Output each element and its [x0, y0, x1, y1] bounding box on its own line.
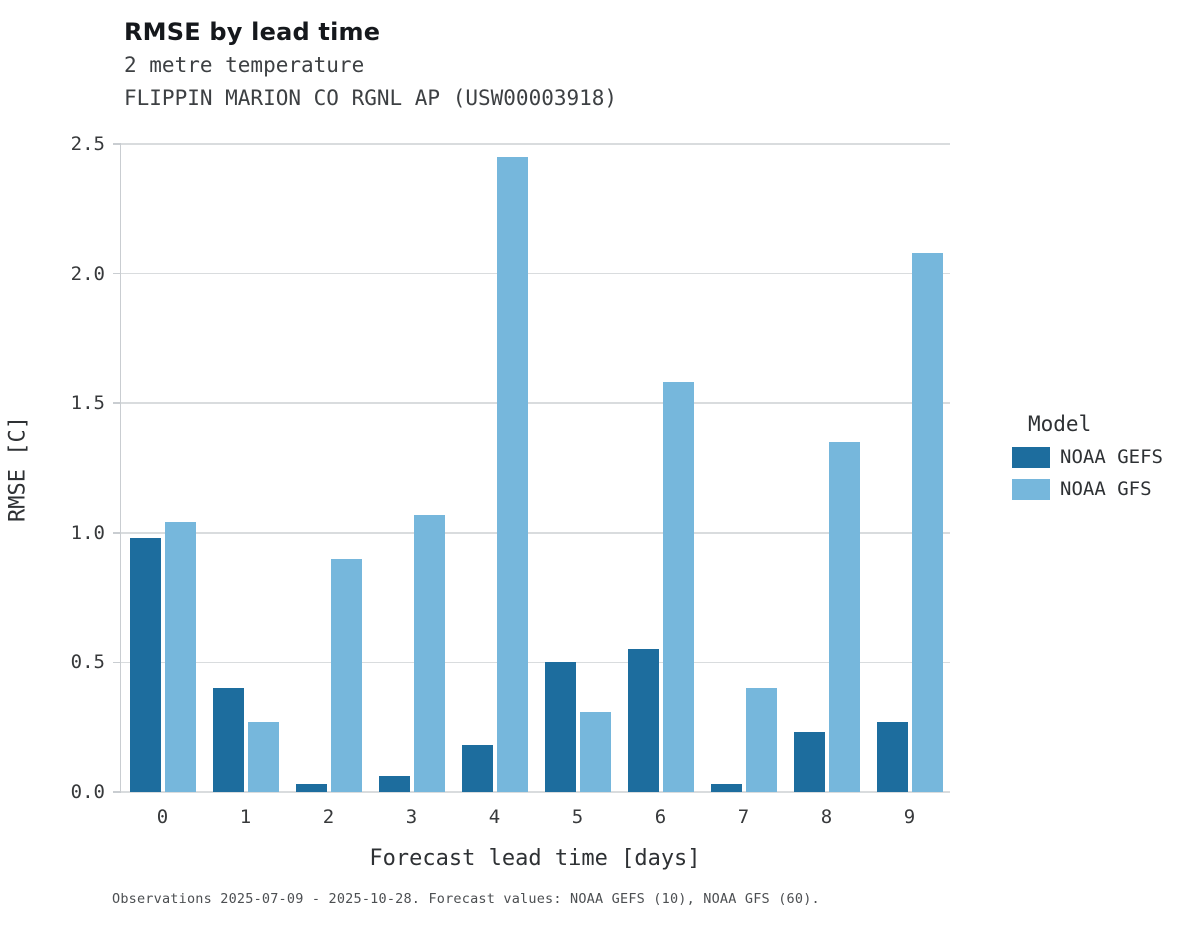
y-tick-mark: [113, 402, 121, 404]
legend-label: NOAA GFS: [1060, 478, 1152, 500]
legend: Model NOAA GEFS NOAA GFS: [1012, 412, 1163, 510]
x-tick-label: 9: [903, 806, 916, 828]
x-tick-label: 0: [156, 806, 169, 828]
bar-noaa-gefs-lead-6: [627, 649, 659, 792]
bar-noaa-gfs-lead-5: [579, 711, 611, 792]
gridline: [121, 272, 950, 275]
chart-subtitle-station: FLIPPIN MARION CO RGNL AP (USW00003918): [124, 86, 618, 110]
bar-noaa-gfs-lead-2: [330, 558, 362, 792]
bar-noaa-gfs-lead-7: [745, 688, 777, 792]
x-tick-label: 8: [820, 806, 833, 828]
x-tick-label: 7: [737, 806, 750, 828]
legend-title: Model: [1028, 412, 1092, 436]
gridline: [121, 661, 950, 664]
bar-noaa-gefs-lead-4: [461, 745, 493, 792]
bar-noaa-gfs-lead-1: [247, 722, 279, 792]
gridline: [121, 402, 950, 404]
x-tick-label: 3: [405, 806, 418, 828]
y-tick-label: 1.0: [70, 521, 105, 544]
y-tick-mark: [113, 272, 121, 275]
bar-noaa-gefs-lead-1: [212, 688, 244, 792]
plot-area: 0.0 0.5 1.0 1.5 2.0 2.5 0 1 2 3 4 5 6 7 8 9: [71, 133, 950, 828]
bar-noaa-gefs-lead-5: [544, 662, 576, 792]
bar-noaa-gfs-lead-8: [828, 442, 860, 792]
bar-noaa-gefs-lead-2: [295, 784, 327, 792]
y-tick-label: 1.5: [70, 392, 105, 415]
bar-noaa-gefs-lead-9: [876, 722, 908, 792]
y-tick-label: 0.0: [70, 781, 105, 803]
x-tick-label: 6: [654, 806, 667, 828]
y-tick-mark: [113, 143, 121, 145]
x-axis-title: Forecast lead time [days]: [369, 846, 701, 871]
legend-label: NOAA GEFS: [1060, 446, 1163, 468]
y-axis-title: RMSE [C]: [5, 416, 31, 522]
bar-noaa-gefs-lead-0: [129, 537, 161, 792]
bar-noaa-gfs-lead-6: [662, 382, 694, 792]
legend-swatch-icon: [1012, 478, 1050, 500]
gridline: [121, 143, 950, 145]
legend-swatch-icon: [1012, 446, 1050, 468]
bar-noaa-gefs-lead-7: [710, 784, 742, 792]
x-tick-label: 5: [571, 806, 584, 828]
title-block: RMSE by lead time 2 metre temperature FL…: [124, 18, 617, 112]
bar-noaa-gefs-lead-3: [378, 776, 410, 792]
x-tick-label: 1: [239, 806, 252, 828]
y-tick-label: 2.5: [70, 133, 105, 155]
y-tick-mark: [113, 661, 121, 664]
x-tick-label: 4: [488, 806, 501, 828]
x-tick-label: 2: [322, 806, 335, 828]
bar-noaa-gfs-lead-3: [413, 514, 445, 792]
chart-title: RMSE by lead time: [124, 18, 381, 46]
chart-subtitle-variable: 2 metre temperature: [124, 53, 365, 77]
y-tick-label: 0.5: [70, 651, 105, 674]
footer-note: Observations 2025-07-09 - 2025-10-28. Fo…: [112, 891, 820, 907]
legend-entry: NOAA GEFS: [1012, 446, 1163, 468]
y-tick-mark: [113, 791, 121, 793]
y-tick-label: 2.0: [70, 262, 105, 285]
gridline: [121, 791, 950, 793]
legend-entries: NOAA GEFS NOAA GFS: [1012, 446, 1163, 500]
y-tick-mark: [113, 532, 121, 534]
bar-noaa-gefs-lead-8: [793, 732, 825, 792]
gridline: [121, 532, 950, 534]
bar-noaa-gfs-lead-9: [911, 252, 943, 792]
bar-noaa-gfs-lead-0: [164, 522, 196, 792]
legend-entry: NOAA GFS: [1012, 478, 1163, 500]
bar-noaa-gfs-lead-4: [496, 156, 528, 792]
